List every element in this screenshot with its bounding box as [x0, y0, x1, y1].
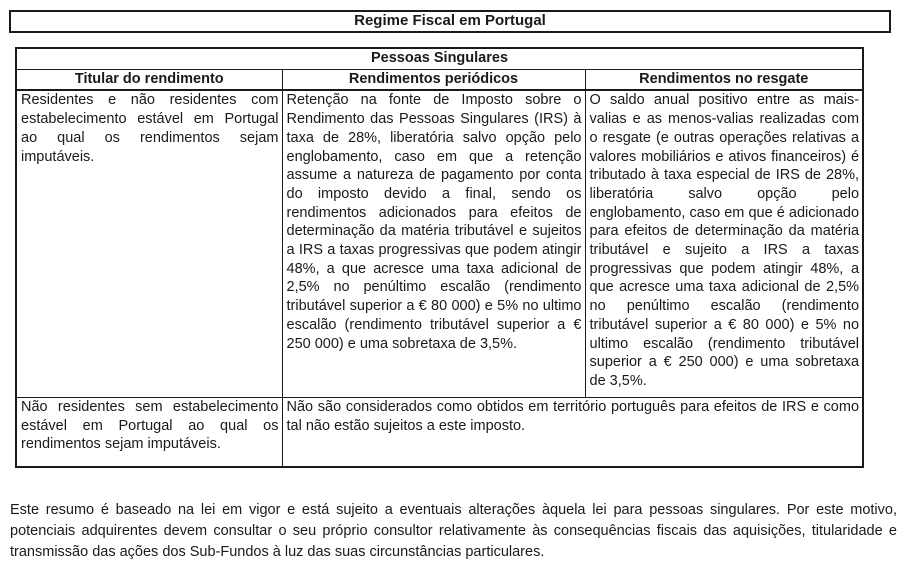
cell-nao-residentes-titular: Não residentes sem estabelecimento estáv… — [15, 396, 283, 468]
table-group-header-row: Pessoas Singulares — [15, 47, 864, 70]
document-title: Regime Fiscal em Portugal — [354, 12, 546, 29]
table-group-header: Pessoas Singulares — [15, 47, 864, 70]
cell-residentes-rendimentos-periodicos: Retenção na fonte de Imposto sobre o Ren… — [281, 89, 586, 398]
column-header-titular-do-rendimento: Titular do rendimento — [15, 68, 283, 92]
tax-regime-table: Pessoas Singulares Titular do rendimento… — [15, 47, 865, 469]
table-column-header-row: Titular do rendimento Rendimentos periód… — [15, 68, 864, 92]
cell-residentes-titular: Residentes e não residentes com estabele… — [15, 89, 283, 398]
table-row-residentes: Residentes e não residentes com estabele… — [15, 89, 864, 398]
cell-nao-residentes-merged: Não são considerados como obtidos em ter… — [281, 396, 864, 468]
cell-residentes-rendimentos-resgate: O saldo anual positivo entre as mais-val… — [584, 89, 864, 398]
column-header-rendimentos-periodicos: Rendimentos periódicos — [281, 68, 586, 92]
column-header-rendimentos-no-resgate: Rendimentos no resgate — [584, 68, 864, 92]
footer-note: Este resumo é baseado na lei em vigor e … — [10, 501, 897, 560]
table-row-nao-residentes: Não residentes sem estabelecimento estáv… — [15, 396, 864, 468]
document-title-box: Regime Fiscal em Portugal — [9, 10, 891, 33]
